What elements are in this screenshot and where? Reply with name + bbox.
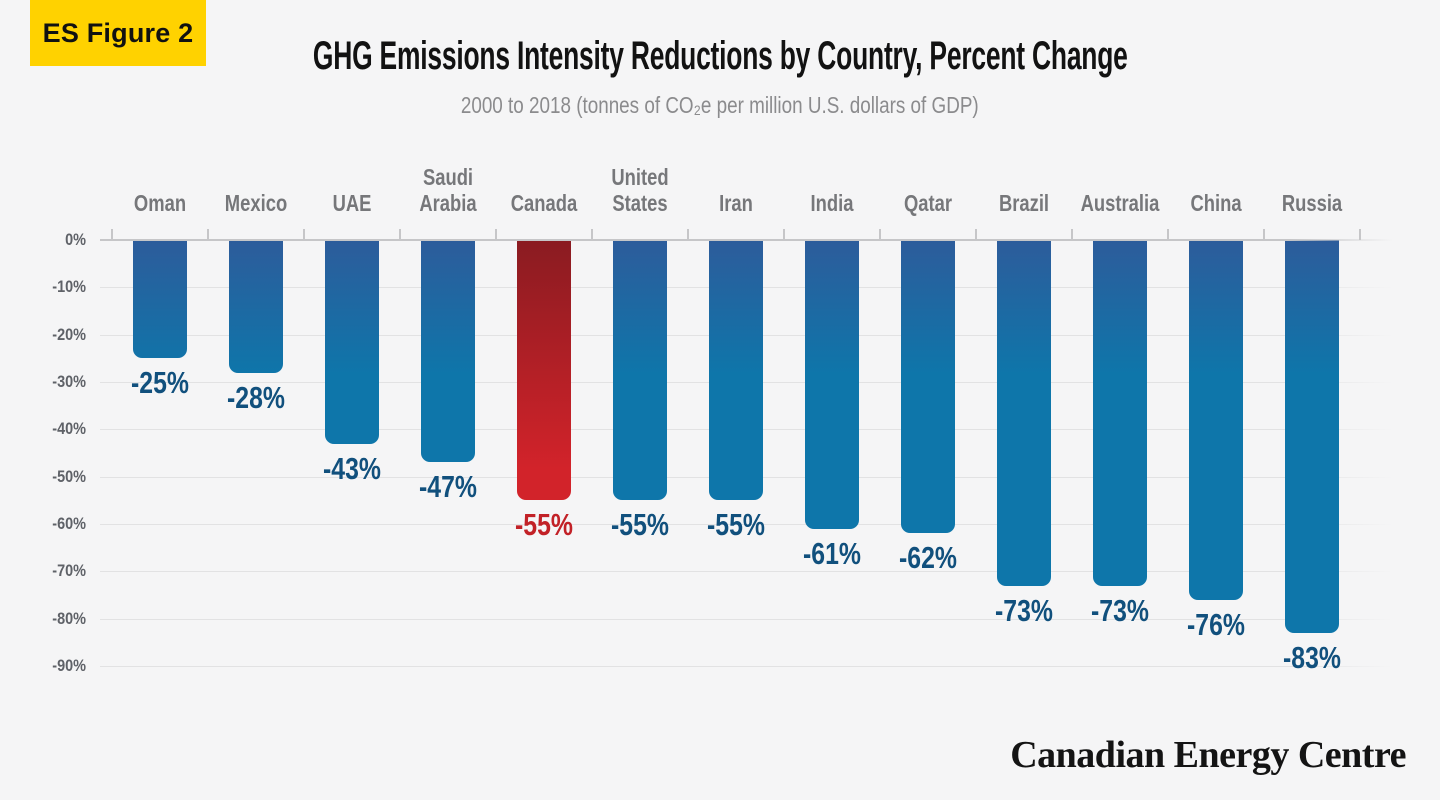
category-label-brazil: Brazil <box>998 190 1050 217</box>
bar-qatar <box>901 240 955 533</box>
category-label-saudi-arabia: Saudi Arabia <box>419 164 477 217</box>
value-label-australia: -73% <box>1091 593 1149 628</box>
bar-china <box>1189 240 1243 600</box>
figure-badge-label: ES Figure 2 <box>42 17 194 48</box>
category-label-mexico: Mexico <box>224 190 288 217</box>
bar-russia <box>1285 240 1339 633</box>
gridline--80% <box>100 619 1393 620</box>
category-label-qatar: Qatar <box>903 190 953 217</box>
gridline--60% <box>100 524 1393 525</box>
category-label-china: China <box>1190 190 1242 217</box>
bar-mexico <box>229 240 283 373</box>
category-label-australia: Australia <box>1080 190 1160 217</box>
value-label-china: -76% <box>1187 607 1245 642</box>
value-label-uae: -43% <box>323 451 381 486</box>
axis-tick <box>879 229 881 240</box>
y-axis-label--90%: -90% <box>52 656 86 675</box>
value-label-russia: -83% <box>1283 640 1341 675</box>
y-axis-label--10%: -10% <box>52 277 86 296</box>
category-label-iran: Iran <box>719 190 753 217</box>
axis-tick <box>1263 229 1265 240</box>
value-label-iran: -55% <box>707 507 765 542</box>
axis-tick <box>495 229 497 240</box>
axis-tick <box>1167 229 1169 240</box>
chart-title-row: GHG Emissions Intensity Reductions by Co… <box>0 34 1440 79</box>
y-axis-label--20%: -20% <box>52 325 86 344</box>
bar-united-states <box>613 240 667 500</box>
category-label-india: India <box>810 190 854 217</box>
value-label-india: -61% <box>803 536 861 571</box>
axis-tick <box>1071 229 1073 240</box>
zero-axis-line <box>100 239 1393 241</box>
chart-title: GHG Emissions Intensity Reductions by Co… <box>312 34 1128 78</box>
bar-brazil <box>997 240 1051 586</box>
axis-tick <box>207 229 209 240</box>
category-label-united-states: United States <box>611 164 669 217</box>
y-axis-label--80%: -80% <box>52 609 86 628</box>
value-label-oman: -25% <box>131 365 189 400</box>
y-axis-label--60%: -60% <box>52 514 86 533</box>
axis-tick <box>1359 229 1361 240</box>
bar-saudi-arabia <box>421 240 475 462</box>
value-label-qatar: -62% <box>899 540 957 575</box>
category-label-oman: Oman <box>133 190 187 217</box>
value-label-saudi-arabia: -47% <box>419 469 477 504</box>
axis-tick <box>783 229 785 240</box>
axis-tick <box>591 229 593 240</box>
y-axis-label--70%: -70% <box>52 561 86 580</box>
y-axis-label--30%: -30% <box>52 372 86 391</box>
bar-australia <box>1093 240 1147 586</box>
bar-uae <box>325 240 379 444</box>
bar-india <box>805 240 859 529</box>
axis-tick <box>399 229 401 240</box>
chart-subtitle: 2000 to 2018 (tonnes of CO₂e per million… <box>461 92 979 118</box>
axis-tick <box>303 229 305 240</box>
axis-tick <box>687 229 689 240</box>
canadian-energy-centre-logo: Canadian Energy Centre <box>1010 734 1406 776</box>
axis-tick <box>975 229 977 240</box>
value-label-brazil: -73% <box>995 593 1053 628</box>
category-label-russia: Russia <box>1281 190 1343 217</box>
y-axis-label-0%: 0% <box>65 230 86 249</box>
gridline--90% <box>100 666 1393 667</box>
category-label-canada: Canada <box>510 190 578 217</box>
category-label-uae: UAE <box>332 190 372 217</box>
chart-subtitle-row: 2000 to 2018 (tonnes of CO₂e per million… <box>0 92 1440 119</box>
value-label-mexico: -28% <box>227 380 285 415</box>
value-label-canada: -55% <box>515 507 573 542</box>
figure-badge: ES Figure 2 <box>30 0 206 66</box>
gridline--70% <box>100 571 1393 572</box>
axis-tick <box>111 229 113 240</box>
y-axis-label--40%: -40% <box>52 419 86 438</box>
y-axis-label--50%: -50% <box>52 467 86 486</box>
bar-canada <box>517 240 571 500</box>
value-label-united-states: -55% <box>611 507 669 542</box>
bar-oman <box>133 240 187 358</box>
bar-iran <box>709 240 763 500</box>
